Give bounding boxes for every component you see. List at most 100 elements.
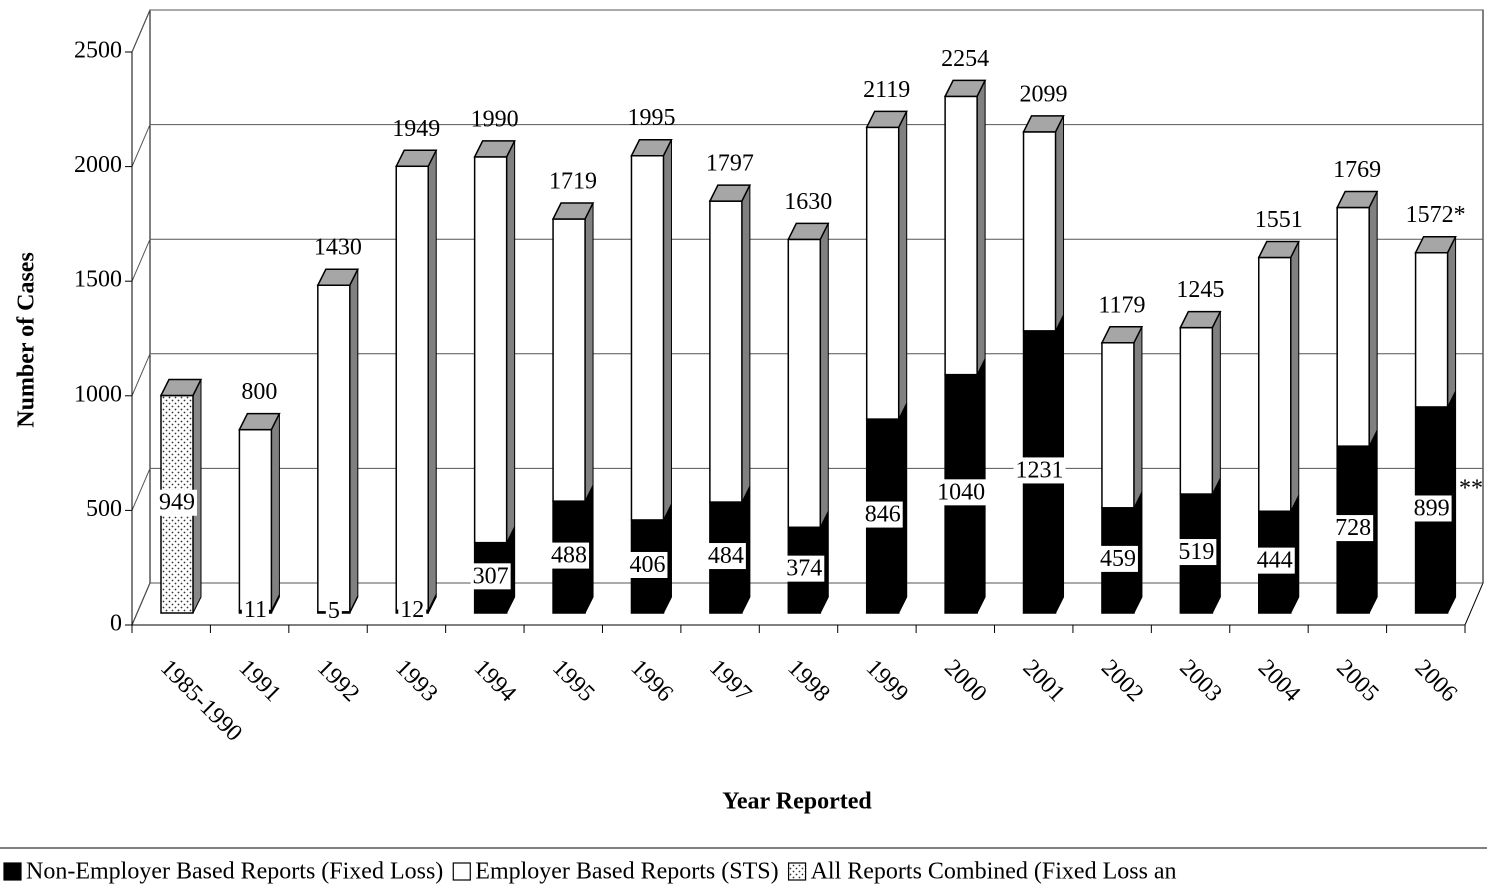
grid-line [131,239,151,282]
bar [1258,256,1292,512]
bar-side [349,269,359,613]
value-label: 488 [551,543,587,569]
total-label: 1572* [1406,202,1466,228]
y-tick-label: 2500 [74,38,122,64]
legend-label: Non-Employer Based Reports (Fixed Loss) [26,859,443,885]
value-label-bg [549,542,590,569]
bar [552,218,586,502]
y-tick-label: 0 [110,611,122,637]
value-label: 374 [786,556,822,582]
bar-top [159,378,203,397]
value-label: 1040 [937,479,985,505]
value-label-bg [1097,545,1138,572]
bar-top [708,184,752,202]
legend-swatch [787,862,807,881]
bar-top [1414,235,1457,254]
x-tick-label: 1995 [547,655,599,707]
x-tick-label: 1992 [312,655,364,707]
bar [709,200,743,503]
value-label: 12 [400,597,424,623]
y-tick-label: 1000 [74,381,122,407]
total-label: 1430 [314,235,362,261]
bar-top [316,268,360,286]
total-label: 1245 [1176,277,1224,303]
bar-top [787,222,830,241]
value-label-bg [470,563,511,590]
bar-side [741,184,751,503]
bar-side [1447,236,1457,408]
value-label-bg [157,489,197,516]
grid-line [131,124,151,167]
bar [317,284,351,613]
value-label-bg [1411,495,1452,522]
bar-side [976,80,986,375]
bar-top [630,138,673,157]
x-tick-label: 2000 [939,655,991,707]
value-label-bg [1333,515,1374,542]
bar [395,165,429,611]
left-wall [131,9,151,626]
bar-top [1100,326,1144,344]
bar-top [1179,310,1222,329]
grid-line [131,353,151,396]
y-tick-label: 1500 [74,267,122,293]
x-tick-label: 1991 [233,655,285,707]
bar-top [395,149,438,168]
value-label-bg [241,597,269,624]
value-label: 307 [473,563,509,589]
grid-line [131,468,151,511]
total-label: 1719 [549,169,597,195]
bar [944,95,978,376]
bar-side [1133,326,1143,509]
bar-top [1335,190,1379,209]
bar-top [473,140,516,158]
value-label: 11 [244,597,267,623]
value-label-bg [784,555,825,582]
legend-swatch [452,862,471,881]
bar-side [427,150,437,611]
bar [630,154,665,521]
total-label: 1179 [1098,292,1145,318]
value-label: 5 [328,598,340,624]
legend-label: Employer Based Reports (STS) [475,859,778,885]
bar-side [506,140,516,543]
x-axis-title: Year Reported [722,789,872,815]
x-tick-label: 1999 [861,655,913,707]
bar-top [943,79,987,98]
x-tick-label: 2006 [1410,655,1462,707]
bar-side [898,111,908,420]
total-label: 1990 [471,106,519,132]
x-tick-label: 2001 [1018,655,1070,707]
total-label: 1630 [784,189,832,215]
grid-line [131,582,151,626]
bar-top [1257,240,1300,259]
value-label: 1231 [1016,457,1064,483]
total-label: 1797 [706,151,754,177]
value-label: 949 [159,490,195,516]
value-label: 846 [865,502,901,528]
value-label: 459 [1100,546,1136,572]
x-tick-label: 2004 [1253,655,1305,707]
value-label-bg [398,597,427,624]
bar [1336,206,1370,447]
bar-top [1022,115,1065,133]
grid-line [131,9,151,53]
total-label: 800 [241,379,277,405]
bar [1101,342,1135,509]
value-label-bg [935,479,988,506]
total-label: 1995 [627,105,675,131]
value-label: 444 [1257,548,1293,574]
value-label-bg [705,543,746,570]
bar-side [1290,241,1300,512]
annotation: ** [1459,476,1483,502]
legend-swatch [3,862,22,881]
y-axis-title: Number of Cases [14,252,40,428]
bar-side [662,139,672,521]
value-label-bg [627,551,668,578]
value-label: 899 [1414,495,1450,521]
x-tick-label: 1996 [626,655,678,707]
bar-side [819,223,829,528]
value-label: 406 [629,552,665,578]
bar-top [238,412,281,431]
